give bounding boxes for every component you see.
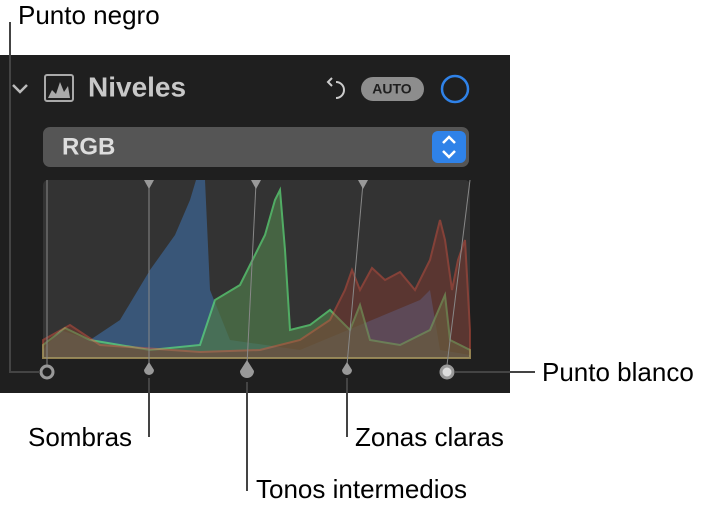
callout-lines bbox=[9, 22, 535, 491]
stepper-arrows bbox=[442, 135, 456, 159]
callout-label: Sombras bbox=[28, 422, 132, 452]
top-handles[interactable] bbox=[144, 180, 368, 189]
level-guides bbox=[46, 179, 471, 366]
callout-label: Tonos intermedios bbox=[256, 474, 467, 504]
toggle-circle[interactable] bbox=[440, 74, 470, 104]
revert-button[interactable] bbox=[326, 77, 345, 99]
popup-stepper[interactable] bbox=[432, 131, 466, 163]
histogram-red bbox=[42, 219, 471, 359]
panel-title: Niveles bbox=[88, 71, 186, 102]
levels-icon bbox=[44, 74, 74, 102]
channel-popup[interactable] bbox=[43, 127, 469, 167]
collapse-chevron[interactable] bbox=[12, 84, 28, 94]
channel-label: RGB bbox=[62, 133, 115, 160]
histogram-blue bbox=[43, 180, 470, 358]
callout-label: Zonas claras bbox=[355, 422, 504, 452]
auto-button-label: AUTO bbox=[372, 81, 412, 97]
bottom-handles[interactable] bbox=[39, 360, 455, 380]
auto-button[interactable] bbox=[361, 77, 424, 101]
callout-label: Punto negro bbox=[18, 0, 160, 30]
callout-label: Punto blanco bbox=[542, 357, 694, 387]
